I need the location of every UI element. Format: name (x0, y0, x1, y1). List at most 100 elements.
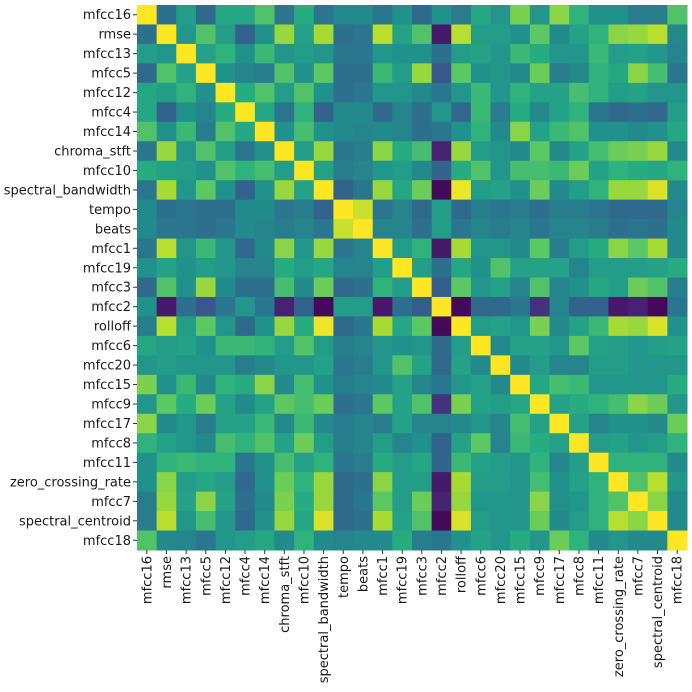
heatmap-cell (156, 511, 177, 532)
heatmap-cell (313, 530, 334, 551)
heatmap-cell (667, 277, 688, 298)
heatmap-cell (510, 24, 531, 45)
heatmap-cell (333, 238, 354, 259)
heatmap-cell (412, 472, 433, 493)
heatmap-cell (392, 433, 413, 454)
heatmap-cell (529, 5, 550, 25)
heatmap-cell (392, 102, 413, 123)
heatmap-cell (333, 43, 354, 64)
heatmap-cell (451, 219, 472, 240)
heatmap-cell (667, 491, 688, 512)
column-label: beats (356, 556, 371, 592)
heatmap-cell (274, 511, 295, 532)
heatmap-cell (156, 82, 177, 103)
heatmap-cell (569, 511, 590, 532)
heatmap-cell (274, 491, 295, 512)
heatmap-cell (215, 238, 236, 259)
heatmap-cell (137, 530, 158, 551)
heatmap-cell (254, 433, 275, 454)
heatmap-cell (254, 219, 275, 240)
heatmap-cell (137, 63, 158, 84)
row-label: spectral_centroid (19, 514, 131, 529)
heatmap-cell (254, 374, 275, 395)
heatmap-cell (510, 5, 531, 25)
heatmap-cell (392, 121, 413, 142)
heatmap-cell (529, 121, 550, 142)
row-label: mfcc12 (83, 86, 131, 101)
heatmap-cell (274, 355, 295, 376)
heatmap-cell (451, 530, 472, 551)
heatmap-cell (156, 160, 177, 181)
heatmap-cell (412, 141, 433, 162)
heatmap-cell (569, 63, 590, 84)
heatmap-cell (667, 511, 688, 532)
heatmap-cell (647, 530, 668, 551)
heatmap-cell (588, 335, 609, 356)
heatmap-cell (215, 394, 236, 415)
heatmap-cell (569, 335, 590, 356)
heatmap-cell (470, 24, 492, 45)
heatmap-cell (549, 433, 570, 454)
heatmap-cell (156, 472, 177, 493)
heatmap-cell (215, 472, 236, 493)
heatmap-cell (333, 82, 354, 103)
heatmap-cell (569, 472, 590, 493)
heatmap-cell (353, 511, 374, 532)
heatmap-cell (588, 296, 609, 317)
heatmap-cell (137, 511, 158, 532)
heatmap-cell (156, 43, 177, 64)
heatmap-cell (274, 102, 295, 123)
row-label: mfcc3 (91, 281, 131, 296)
heatmap-cell (294, 82, 315, 103)
heatmap-cell (608, 82, 629, 103)
column-label: mfcc18 (671, 556, 686, 604)
heatmap-cell (431, 43, 452, 64)
heatmap-cell (372, 316, 393, 337)
heatmap-cell (274, 335, 295, 356)
heatmap-cell (470, 141, 492, 162)
heatmap-cell (274, 530, 295, 551)
heatmap-cell (569, 238, 590, 259)
heatmap-cell (412, 491, 433, 512)
heatmap-cell (412, 199, 433, 220)
heatmap-cell (353, 238, 374, 259)
heatmap-cell (549, 530, 570, 551)
heatmap-cell (353, 413, 374, 434)
column-label: mfcc3 (415, 556, 430, 596)
heatmap-cell (274, 24, 295, 45)
heatmap-cell (254, 180, 275, 201)
row-label: chroma_stft (54, 144, 131, 159)
heatmap-cell (137, 413, 158, 434)
heatmap-cell (569, 24, 590, 45)
heatmap-cell (608, 394, 629, 415)
heatmap-cell (372, 258, 393, 278)
heatmap-cell (451, 511, 472, 532)
heatmap-cell (353, 43, 374, 64)
heatmap-cell (372, 43, 393, 64)
heatmap-cell (667, 316, 688, 337)
heatmap-cell (588, 374, 609, 395)
heatmap-cell (588, 63, 609, 84)
heatmap-cell (490, 199, 511, 220)
heatmap-cell (215, 180, 236, 201)
heatmap-cell (254, 199, 275, 220)
heatmap-cell (353, 355, 374, 376)
heatmap-cell (137, 24, 158, 45)
column-label: mfcc2 (435, 556, 450, 596)
heatmap-cell (313, 296, 334, 317)
heatmap-cell (353, 452, 374, 473)
heatmap-cell (628, 355, 649, 376)
heatmap-cell (451, 472, 472, 493)
heatmap-cell (412, 296, 433, 317)
heatmap-cell (333, 141, 354, 162)
heatmap-cell (156, 433, 177, 454)
heatmap-cell (333, 121, 354, 142)
heatmap-cell (235, 413, 256, 434)
heatmap-cell (353, 433, 374, 454)
heatmap-cell (176, 219, 197, 240)
heatmap-cell (628, 433, 649, 454)
heatmap-cell (510, 63, 531, 84)
heatmap-cell (490, 394, 511, 415)
heatmap-cell (176, 472, 197, 493)
heatmap-cell (372, 238, 393, 259)
